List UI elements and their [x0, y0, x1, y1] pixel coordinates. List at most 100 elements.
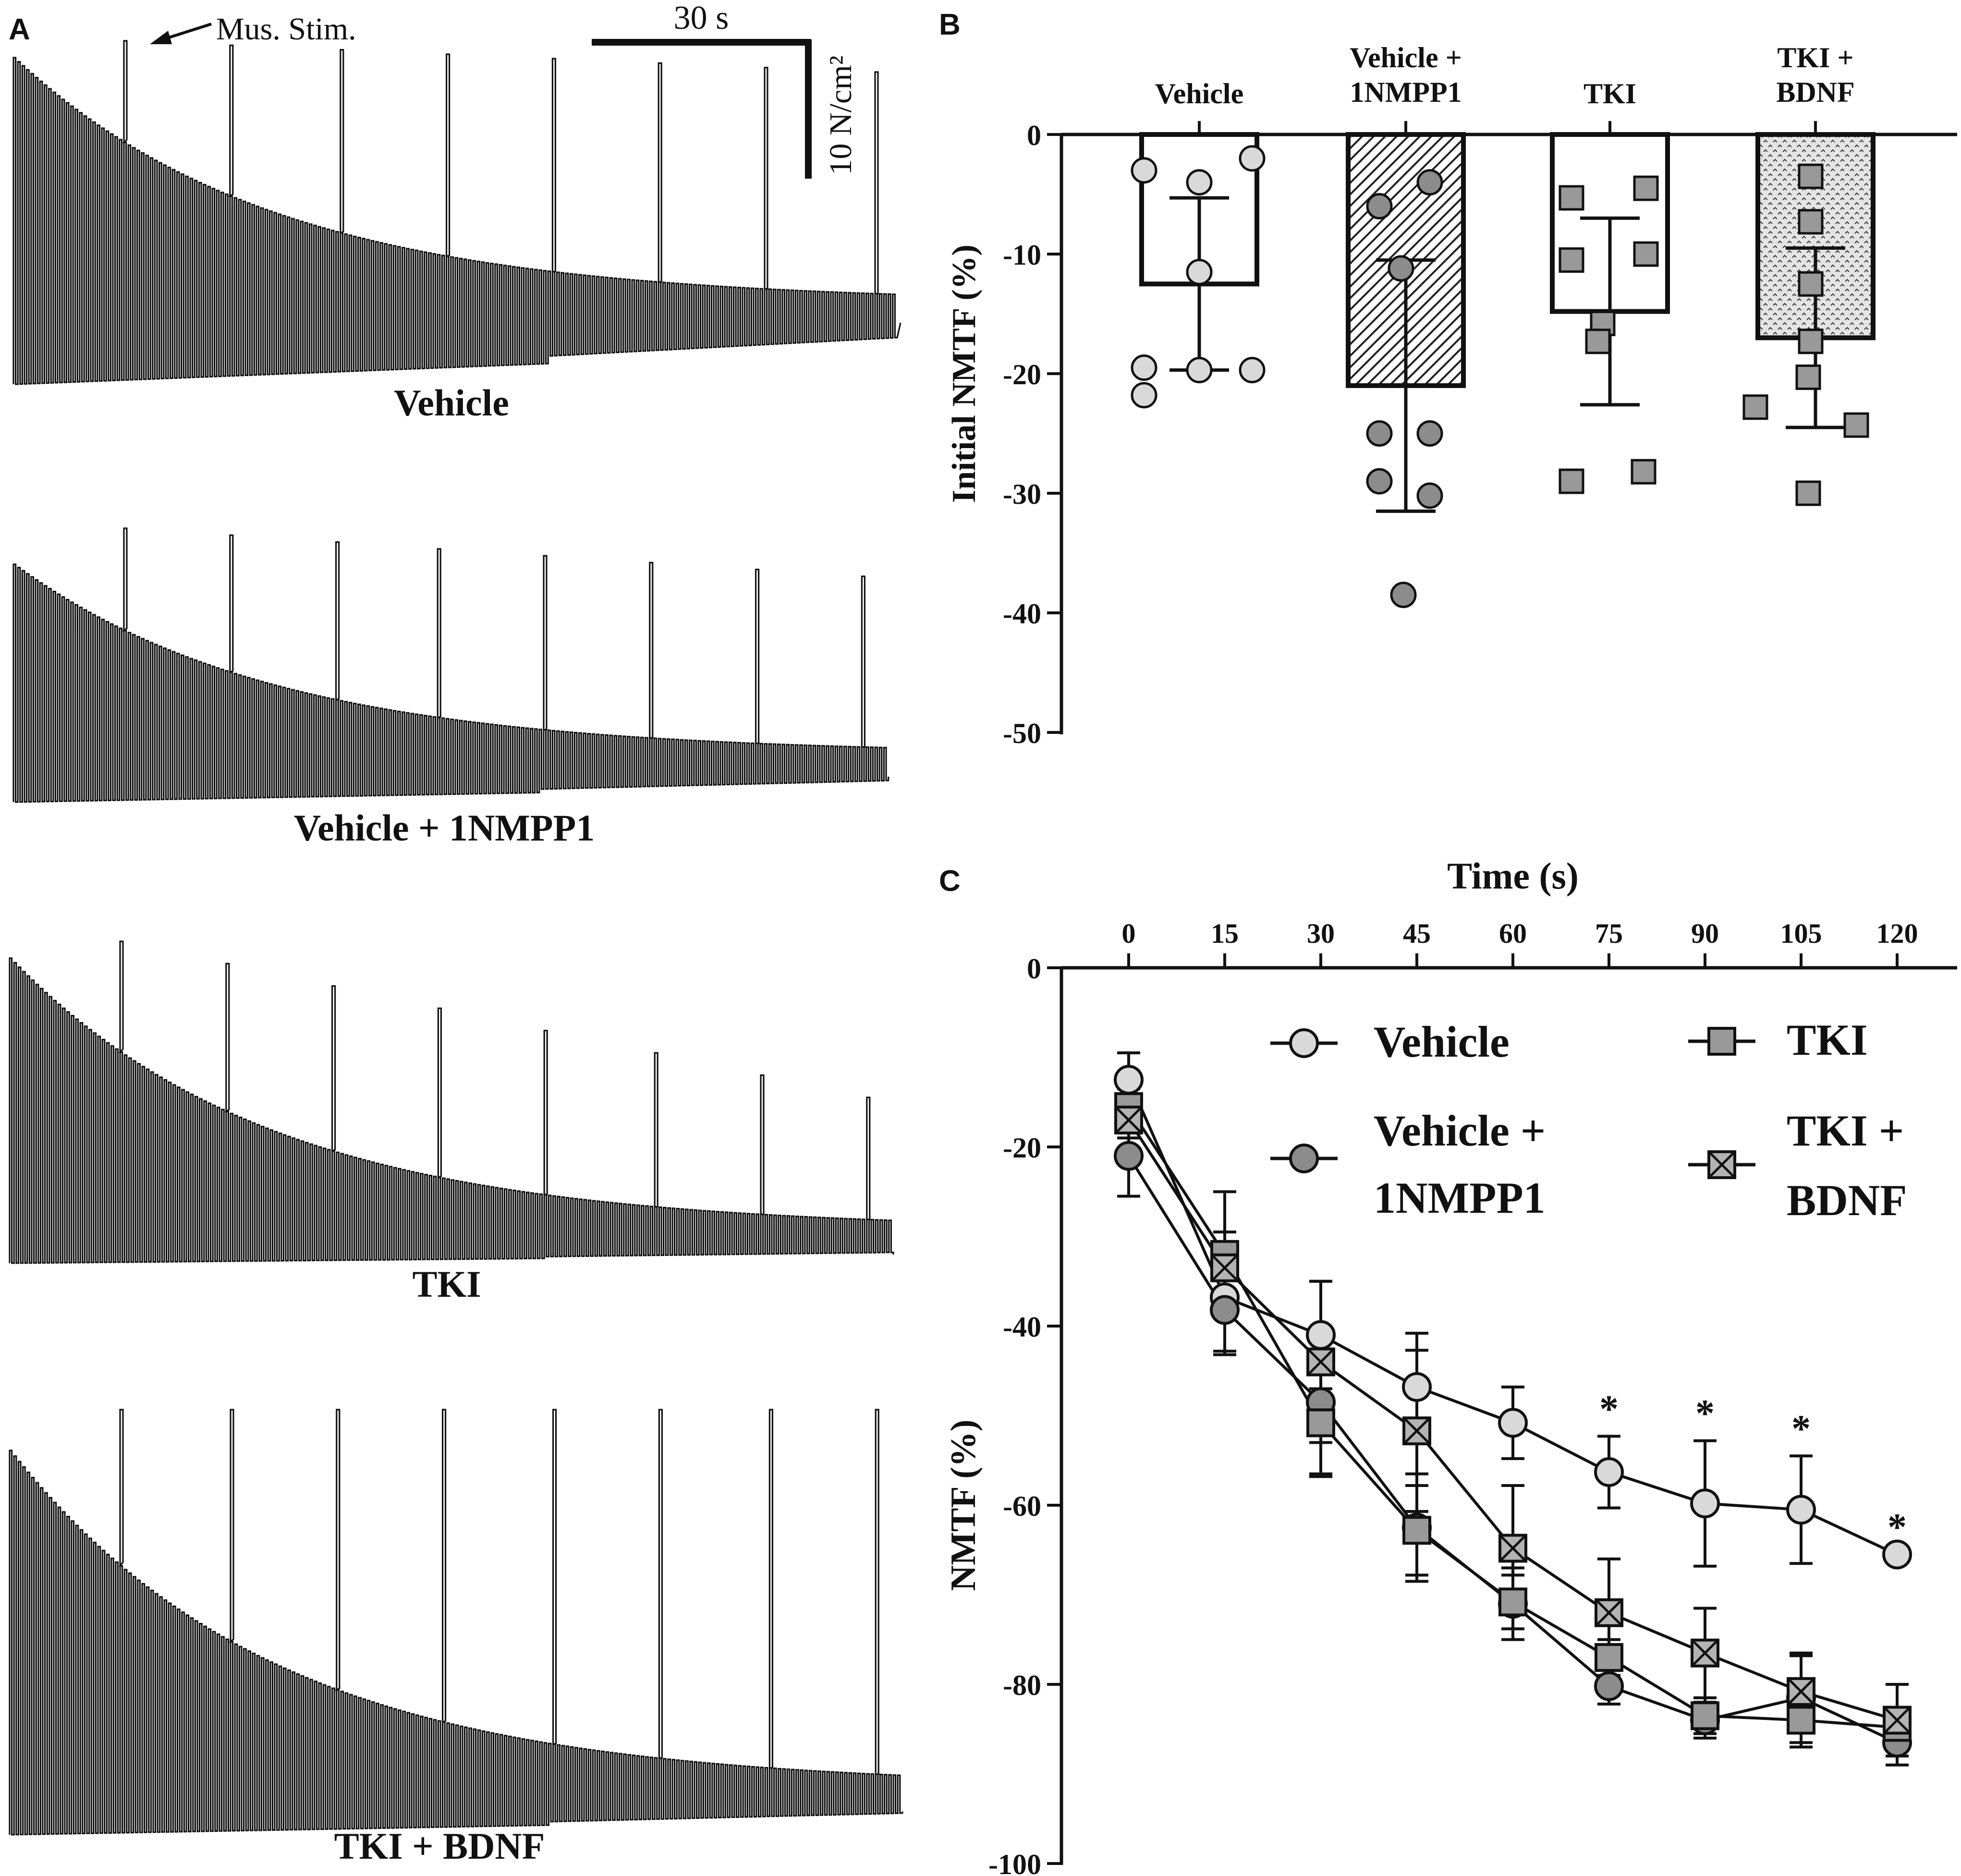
series-point — [1594, 1457, 1624, 1487]
marker-cross — [1789, 1679, 1814, 1704]
bar-chart-y-tick-label: -40 — [1003, 598, 1041, 630]
marker-cross — [1212, 1255, 1237, 1280]
series-point — [1114, 1065, 1144, 1095]
legend-label: TKI + — [1787, 1106, 1904, 1155]
trace-label-tki-bdnf: TKI + BDNF — [334, 1825, 545, 1867]
data-point — [1798, 209, 1824, 235]
data-point — [1559, 185, 1584, 211]
marker-cross — [1500, 1535, 1525, 1561]
series-point — [1691, 1701, 1719, 1730]
data-point — [1416, 482, 1443, 509]
legend-item: Vehicle — [1270, 1017, 1510, 1066]
marker-cross — [1885, 1707, 1910, 1733]
series-point — [1787, 1677, 1815, 1706]
arrow-label: Mus. Stim. — [216, 12, 356, 47]
arrow-head-icon — [150, 31, 172, 44]
series-point — [1306, 1320, 1336, 1350]
data-point — [1798, 163, 1824, 189]
data-point — [1131, 382, 1157, 409]
bar-chart-y-tick-label: 0 — [1027, 120, 1041, 151]
data-point — [1559, 247, 1584, 273]
bar-chart-y-tick-label: -10 — [1003, 239, 1041, 271]
legend: Vehicle TKI Vehicle + 1NMPP1 TKI + BDNF — [1270, 1015, 1907, 1225]
data-point — [1186, 258, 1213, 285]
legend-marker — [1707, 1027, 1736, 1056]
series-point — [1787, 1705, 1815, 1735]
series-point — [1883, 1705, 1912, 1735]
bar-chart: Initial NMTF (%) 0 -10 -20 -30 -40 -50 Vehicle… — [946, 42, 1957, 749]
series-point — [1882, 1539, 1912, 1570]
line-chart-y-tick-label: -80 — [1003, 1669, 1041, 1701]
series-point — [1210, 1295, 1240, 1325]
data-point — [1631, 459, 1656, 485]
line-chart-x-tick-label: 105 — [1780, 918, 1822, 949]
series-point — [1594, 1671, 1624, 1701]
stimulation-annotation: Mus. Stim. — [150, 12, 356, 47]
line-chart-x-tick-label: 30 — [1307, 918, 1335, 949]
bar-category-label: TKI — [1583, 78, 1636, 110]
data-point — [1131, 157, 1157, 184]
data-point — [1585, 329, 1611, 354]
data-point — [1798, 329, 1824, 354]
data-point — [1390, 582, 1417, 609]
series-point — [1690, 1488, 1720, 1519]
series-point — [1306, 1408, 1335, 1437]
data-point — [1388, 255, 1414, 282]
line-chart: Time (s) NMTF (%) 0 15 30 45 60 75 90 105 120 0 -2… — [944, 855, 1957, 1876]
significance-asterisk: * — [1888, 1507, 1907, 1549]
force-trace-4 — [9, 1409, 904, 1836]
line-chart-x-tick-label: 90 — [1691, 918, 1719, 949]
series-point — [1691, 1638, 1719, 1668]
data-point — [1633, 175, 1659, 201]
legend-label: Vehicle + — [1374, 1106, 1546, 1155]
line-chart-x-tick-label: 120 — [1876, 918, 1918, 949]
series-point — [1498, 1408, 1528, 1438]
series-point — [1595, 1643, 1623, 1672]
line-chart-y-tick-label: -60 — [1003, 1490, 1041, 1522]
line-chart-x-tick-label: 0 — [1122, 918, 1136, 949]
bar-chart-y-tick-label: -30 — [1003, 478, 1041, 510]
series-point — [1786, 1495, 1816, 1525]
significance-asterisk: * — [1599, 1388, 1619, 1430]
marker-cross — [1308, 1349, 1333, 1375]
significance-asterisk: * — [1791, 1408, 1811, 1450]
legend-label: Vehicle — [1374, 1017, 1510, 1066]
trace-label-vehicle: Vehicle — [394, 382, 509, 424]
legend-marker — [1707, 1150, 1736, 1179]
scale-bar: 30 s 10 N/cm² — [592, 0, 858, 179]
scale-force-label: 10 N/cm² — [823, 56, 858, 175]
line-chart-x-tick-label: 45 — [1403, 918, 1431, 949]
data-point — [1416, 420, 1443, 447]
marker-cross — [1693, 1640, 1717, 1666]
data-point — [1186, 169, 1213, 196]
bar-category-label: Vehicle — [1155, 78, 1243, 110]
legend-label: 1NMPP1 — [1374, 1173, 1546, 1222]
data-point — [1798, 271, 1824, 297]
data-point — [1366, 468, 1393, 495]
bar-category-label: TKI + — [1777, 42, 1853, 73]
legend-item: TKI — [1688, 1015, 1868, 1064]
bar-chart-y-tick-label: -50 — [1003, 718, 1041, 749]
line-chart-y-tick-label: -40 — [1003, 1311, 1041, 1343]
series-point — [1595, 1598, 1623, 1627]
data-point — [1416, 169, 1443, 196]
data-point — [1239, 357, 1266, 384]
series-point — [1114, 1106, 1143, 1135]
line-chart-x-tick-label: 60 — [1499, 918, 1527, 949]
legend-label: TKI — [1787, 1015, 1868, 1064]
panel-a-letter: A — [9, 13, 30, 46]
marker-cross — [1709, 1152, 1734, 1177]
line-chart-x-axis-label: Time (s) — [1447, 855, 1579, 897]
series-point — [1498, 1534, 1527, 1563]
bar-category-label: 1NMPP1 — [1350, 76, 1462, 108]
legend-item: Vehicle + 1NMPP1 — [1270, 1106, 1546, 1222]
panel-c-letter: C — [939, 865, 961, 898]
force-trace-1 — [12, 40, 901, 385]
data-point — [1131, 354, 1157, 381]
data-point — [1795, 480, 1821, 506]
marker-cross — [1116, 1108, 1141, 1133]
line-chart-y-tick-label: -100 — [988, 1849, 1041, 1876]
trace-label-tki: TKI — [412, 1263, 481, 1305]
series-point — [1114, 1141, 1144, 1171]
data-point — [1366, 193, 1393, 219]
